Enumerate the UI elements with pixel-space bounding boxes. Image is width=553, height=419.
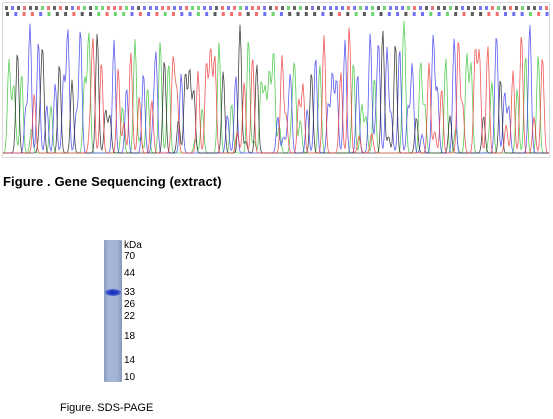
marker-label: 44	[124, 268, 136, 279]
marker-label: 10	[124, 372, 136, 383]
marker-label: 22	[124, 311, 136, 322]
trace-C	[3, 23, 549, 154]
trace-T	[3, 27, 549, 154]
sequencing-chromatogram	[2, 2, 550, 158]
marker-label: 70	[124, 251, 136, 262]
marker-labels: kDa 70 44 33 26 22 18 14 10	[124, 236, 164, 386]
protein-band	[105, 289, 121, 296]
marker-label: 26	[124, 299, 136, 310]
marker-label: 33	[124, 287, 136, 298]
gel-lane	[104, 240, 122, 382]
unit-label: kDa	[124, 240, 142, 251]
sequencing-caption: Figure . Gene Sequencing (extract)	[3, 174, 222, 189]
chromatogram-plot	[3, 6, 549, 154]
marker-label: 14	[124, 355, 136, 366]
sds-page-gel: kDa 70 44 33 26 22 18 14 10	[100, 236, 220, 386]
base-call-strip	[5, 6, 549, 16]
marker-label: 18	[124, 331, 136, 342]
sds-page-caption: Figure. SDS-PAGE	[60, 402, 154, 414]
